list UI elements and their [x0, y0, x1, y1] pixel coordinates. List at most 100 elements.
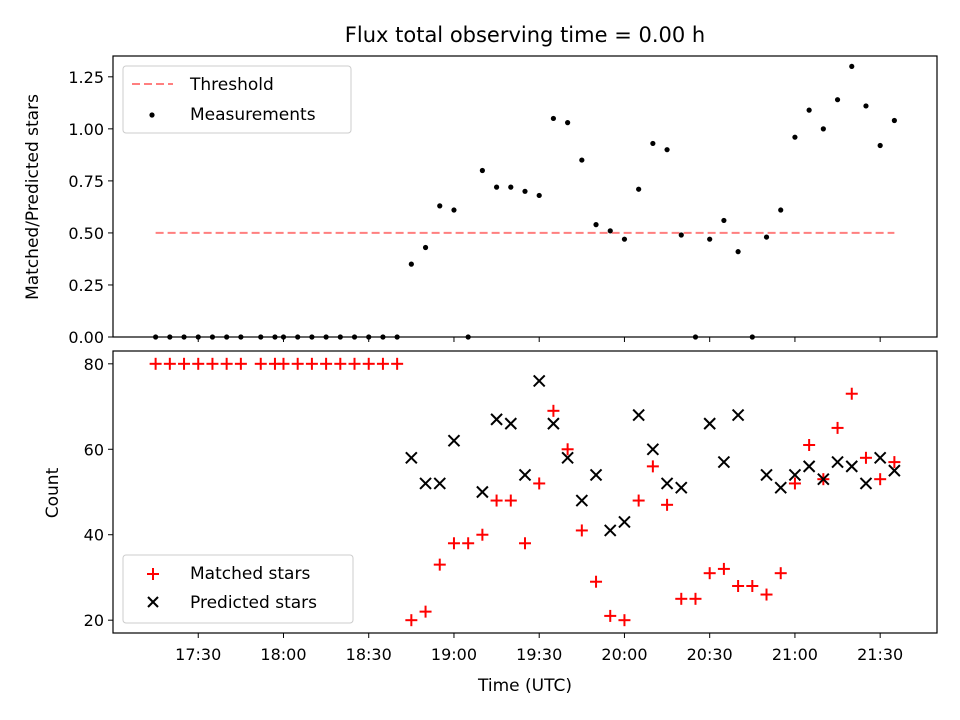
- matched-star-point: [575, 524, 588, 537]
- bottom-x-tick-label: 21:00: [772, 645, 818, 664]
- bottom-x-tick-label: 20:30: [687, 645, 733, 664]
- measurement-point: [579, 157, 585, 163]
- measurement-point: [536, 192, 542, 199]
- matched-star-point: [632, 494, 645, 507]
- predicted-star-point: [717, 455, 731, 469]
- predicted-star-point: [476, 485, 489, 499]
- matched-star-point: [661, 498, 674, 511]
- measurement-point: [820, 126, 826, 132]
- matched-star-point: [291, 357, 304, 370]
- predicted-star-point: [675, 481, 688, 494]
- predicted-star-point: [532, 374, 546, 388]
- bottom-x-tick-label: 17:30: [175, 645, 221, 664]
- predicted-star-point: [831, 455, 844, 469]
- matched-star-point: [533, 477, 546, 490]
- measurements-legend-marker: [149, 112, 155, 118]
- matched-star-point: [561, 443, 574, 456]
- measurement-point: [493, 184, 500, 190]
- matched-legend-label: Matched stars: [190, 564, 310, 584]
- bottom-y-tick-label: 40: [84, 526, 104, 545]
- matched-star-point: [433, 558, 446, 571]
- bottom-x-tick-label: 20:00: [601, 645, 647, 664]
- top-chart-title: Flux total observing time = 0.00 h: [345, 23, 705, 47]
- matched-star-point: [618, 614, 631, 627]
- measurements-legend-label: Measurements: [190, 105, 316, 125]
- matched-star-point: [376, 357, 389, 370]
- matched-star-point: [675, 592, 688, 605]
- predicted-star-point: [547, 417, 560, 430]
- predicted-star-point: [859, 477, 873, 490]
- matched-star-point: [831, 421, 844, 434]
- matched-star-point: [476, 528, 489, 541]
- measurement-point: [664, 147, 670, 153]
- predicted-star-point: [490, 413, 503, 426]
- bottom-plot-frame: [112, 350, 938, 634]
- measurement-point: [565, 120, 571, 126]
- top-y-tick-label: 0.75: [68, 172, 104, 191]
- measurement-point: [593, 222, 599, 228]
- bottom-x-tick-label: 19:30: [516, 645, 562, 664]
- measurement-point: [792, 134, 798, 140]
- predicted-star-point: [817, 472, 830, 486]
- measurement-point: [636, 186, 642, 192]
- predicted-star-point: [561, 451, 574, 465]
- top-plot-frame: [112, 55, 938, 338]
- matched-star-point: [206, 357, 219, 370]
- predicted-star-point: [774, 481, 787, 494]
- top-plot-area: 0.00 0.25 0.50 0.75 1.00 1.25: [68, 63, 897, 347]
- matched-star-point: [689, 592, 702, 605]
- matched-star-point: [732, 580, 745, 592]
- matched-star-point: [604, 609, 617, 622]
- matched-star-point: [178, 357, 191, 370]
- predicted-star-point: [447, 434, 461, 447]
- top-y-tick-label: 0.25: [68, 276, 104, 295]
- top-y-axis-label: Matched/Predicted stars: [23, 94, 43, 300]
- bottom-y-tick-label: 60: [84, 440, 104, 459]
- measurement-point: [778, 207, 784, 213]
- measurement-point: [451, 207, 457, 213]
- threshold-legend-label: Threshold: [189, 75, 274, 95]
- bottom-x-tick-label: 19:00: [431, 645, 477, 664]
- top-y-tick-label: 1.00: [68, 120, 104, 139]
- predicted-star-point: [433, 477, 446, 490]
- measurement-point: [422, 244, 429, 251]
- predicted-star-point: [575, 494, 589, 507]
- bottom-y-axis-label: Count: [43, 467, 63, 518]
- predicted-star-point: [660, 477, 674, 490]
- matched-star-point: [277, 357, 290, 370]
- bottom-legend-box: [122, 554, 354, 624]
- bottom-y-tick-label: 20: [84, 611, 104, 630]
- measurement-point: [678, 232, 684, 238]
- matched-star-point: [788, 477, 801, 490]
- measurement-point: [806, 107, 812, 113]
- predicted-star-point: [873, 451, 887, 465]
- predicted-star-point: [419, 477, 432, 490]
- predicted-star-point: [788, 468, 802, 482]
- measurement-point: [707, 236, 713, 242]
- predicted-star-point: [731, 408, 745, 422]
- predicted-star-point: [703, 417, 716, 430]
- measurement-point: [550, 115, 557, 122]
- matched-star-point: [888, 456, 901, 469]
- bottom-legend: Matched stars Predicted stars: [122, 554, 354, 624]
- measurement-point: [408, 261, 414, 267]
- measurement-point: [721, 217, 727, 224]
- matched-star-point: [874, 473, 887, 486]
- bottom-plot-area: 20 40 60 80 17:30 18:00 18:30 19:00 19:30 20:00 20…: [84, 355, 904, 664]
- matched-star-point: [405, 614, 418, 627]
- predicted-star-point: [646, 443, 660, 456]
- measurement-point: [849, 63, 855, 70]
- measurement-point: [650, 140, 656, 147]
- matched-star-point: [490, 494, 503, 507]
- matched-star-point: [305, 357, 318, 370]
- matched-star-point: [163, 357, 176, 370]
- top-legend-box: [122, 65, 352, 134]
- matched-star-point: [192, 357, 205, 370]
- matched-star-point: [462, 537, 475, 550]
- matched-star-point: [419, 605, 432, 618]
- matched-star-point: [803, 439, 816, 451]
- measurement-point: [508, 184, 514, 190]
- measurement-point: [763, 234, 770, 240]
- matched-star-point: [774, 567, 787, 580]
